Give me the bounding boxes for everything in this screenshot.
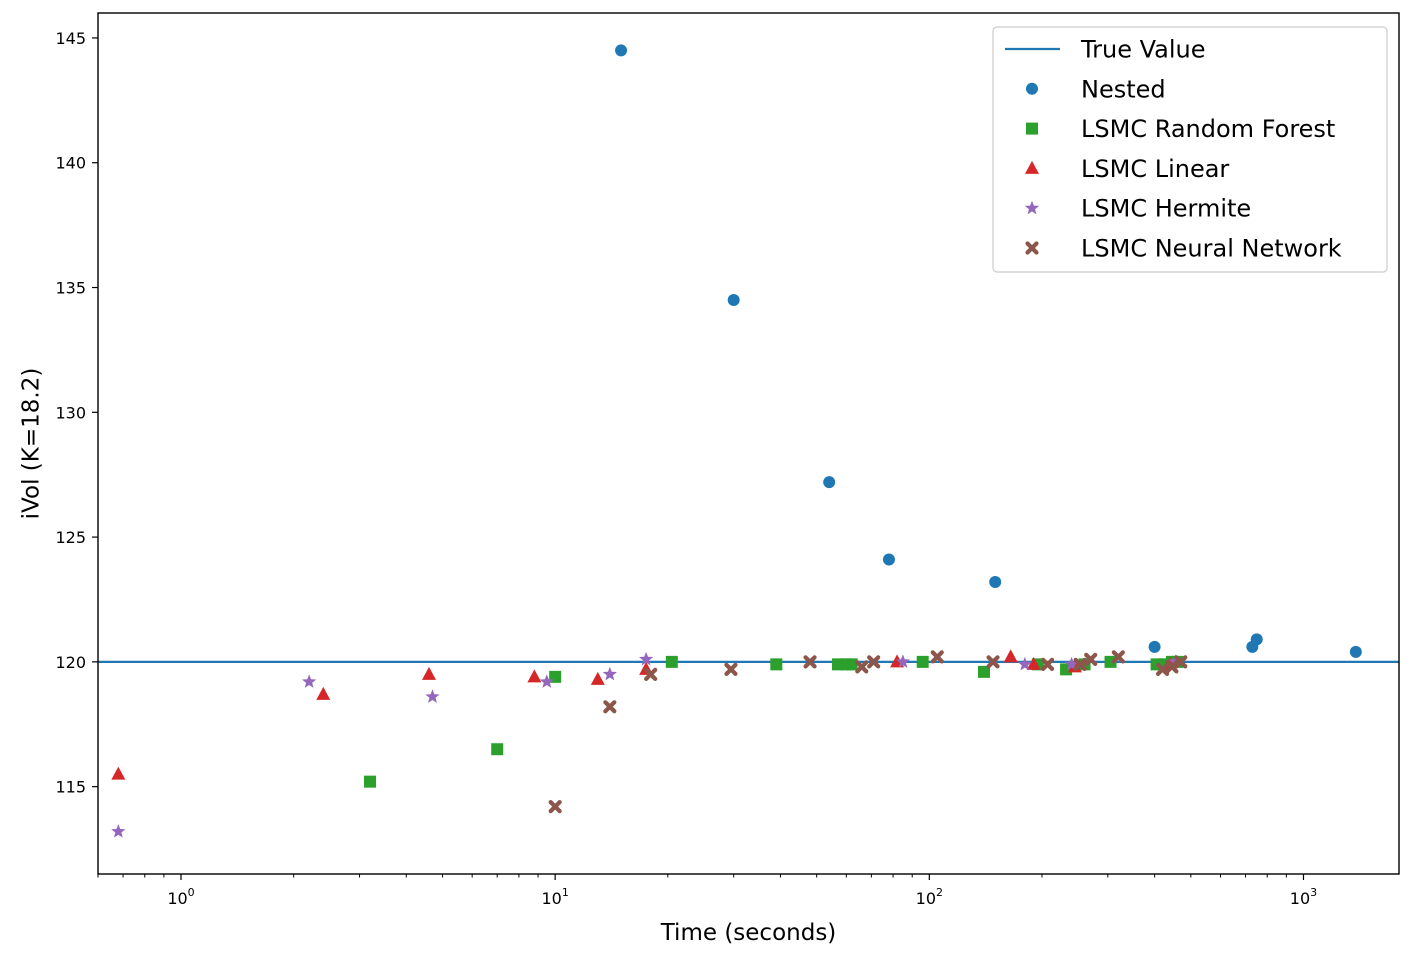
legend-label-lsmc-linear: LSMC Linear	[1081, 155, 1229, 183]
lsmc-neural-network-point	[1073, 657, 1087, 671]
lsmc-random-forest-point	[845, 658, 858, 671]
nested-point	[989, 576, 1002, 589]
lsmc-neural-network-point	[548, 800, 562, 814]
nested-point	[823, 476, 836, 489]
lsmc-random-forest-point	[916, 655, 929, 668]
legend-marker-nested	[1026, 82, 1038, 95]
legend-label-lsmc-random-forest: LSMC Random Forest	[1081, 115, 1335, 143]
lsmc-neural-network-point	[603, 700, 617, 714]
lsmc-hermite-point	[1064, 656, 1079, 671]
lsmc-linear-point	[1003, 649, 1018, 663]
lsmc-linear-point	[527, 669, 542, 683]
legend-label-lsmc-neural-network: LSMC Neural Network	[1081, 235, 1342, 263]
y-tick-label: 125	[55, 528, 86, 547]
lsmc-neural-network-point	[855, 660, 869, 674]
y-tick-label: 135	[55, 279, 86, 298]
lsmc-hermite-point	[895, 654, 911, 668]
y-tick-label: 120	[55, 653, 86, 672]
lsmc-linear-point	[590, 671, 605, 685]
y-tick-label: 145	[55, 29, 86, 48]
lsmc-neural-network-point	[644, 667, 658, 681]
lsmc-hermite-point	[425, 689, 440, 703]
lsmc-hermite-point	[1017, 656, 1032, 671]
legend-marker-lsmc-random-forest	[1026, 122, 1038, 135]
lsmc-hermite-point	[638, 651, 654, 666]
lsmc-linear-point	[1026, 656, 1041, 670]
nested-point	[615, 44, 628, 57]
lsmc-linear-point	[1067, 659, 1082, 673]
nested-point	[1250, 633, 1263, 646]
lsmc-neural-network-point	[867, 655, 881, 669]
lsmc-neural-network-point	[1084, 652, 1098, 666]
legend: True Value Nested LSMC Random Forest LSMC L…	[992, 26, 1388, 273]
legend-marker-lsmc-hermite	[1024, 200, 1040, 215]
x-tick-label: 101	[541, 886, 568, 908]
lsmc-linear-point	[421, 666, 436, 680]
lsmc-neural-network-point	[1040, 657, 1055, 671]
lsmc-hermite-point	[111, 824, 126, 838]
lsmc-neural-network-point	[724, 662, 738, 676]
lsmc-neural-network-point	[986, 655, 1000, 669]
legend-label-true-value: True Value	[1080, 36, 1206, 64]
y-tick-label: 140	[55, 154, 86, 173]
lsmc-neural-network-point	[803, 655, 817, 669]
y-tick-label: 115	[55, 778, 86, 797]
lsmc-hermite-point	[539, 674, 554, 688]
nested-point	[727, 294, 740, 306]
lsmc-random-forest-point	[364, 775, 377, 788]
x-tick-label: 100	[167, 886, 194, 908]
lsmc-neural-network-point	[1165, 660, 1179, 674]
legend-box	[992, 26, 1388, 273]
lsmc-neural-network-point	[1155, 662, 1170, 676]
axis-ticks: 115 120 125 130 135 140 145 100 101 102 103	[55, 29, 1317, 908]
lsmc-hermite-point	[602, 666, 617, 681]
legend-label-lsmc-hermite: LSMC Hermite	[1081, 195, 1251, 223]
lsmc-linear-point	[316, 686, 331, 700]
y-tick-label: 130	[55, 403, 86, 422]
legend-marker-lsmc-linear	[1025, 160, 1039, 174]
lsmc-random-forest-point	[978, 665, 991, 678]
nested-point	[882, 553, 895, 566]
lsmc-linear-point	[111, 766, 126, 780]
x-tick-label: 103	[1290, 886, 1317, 908]
legend-label-nested: Nested	[1081, 75, 1166, 103]
lsmc-random-forest-point	[665, 655, 678, 668]
lsmc-random-forest-point	[770, 658, 783, 671]
legend-marker-lsmc-neural-network	[1025, 241, 1039, 255]
nested-point	[1349, 645, 1362, 658]
data-points	[111, 44, 1362, 838]
lsmc-hermite-point	[301, 674, 317, 688]
lsmc-neural-network-point	[1111, 650, 1125, 664]
plot-frame	[97, 12, 1400, 875]
lsmc-neural-network-point	[930, 650, 944, 664]
lsmc-neural-network-point	[1174, 655, 1188, 669]
x-tick-label: 102	[916, 886, 943, 908]
x-axis-label: Time (seconds)	[660, 920, 837, 946]
lsmc-random-forest-point	[491, 743, 504, 756]
y-axis-label: iVol (K=18.2)	[19, 368, 45, 520]
nested-point	[1148, 640, 1161, 653]
